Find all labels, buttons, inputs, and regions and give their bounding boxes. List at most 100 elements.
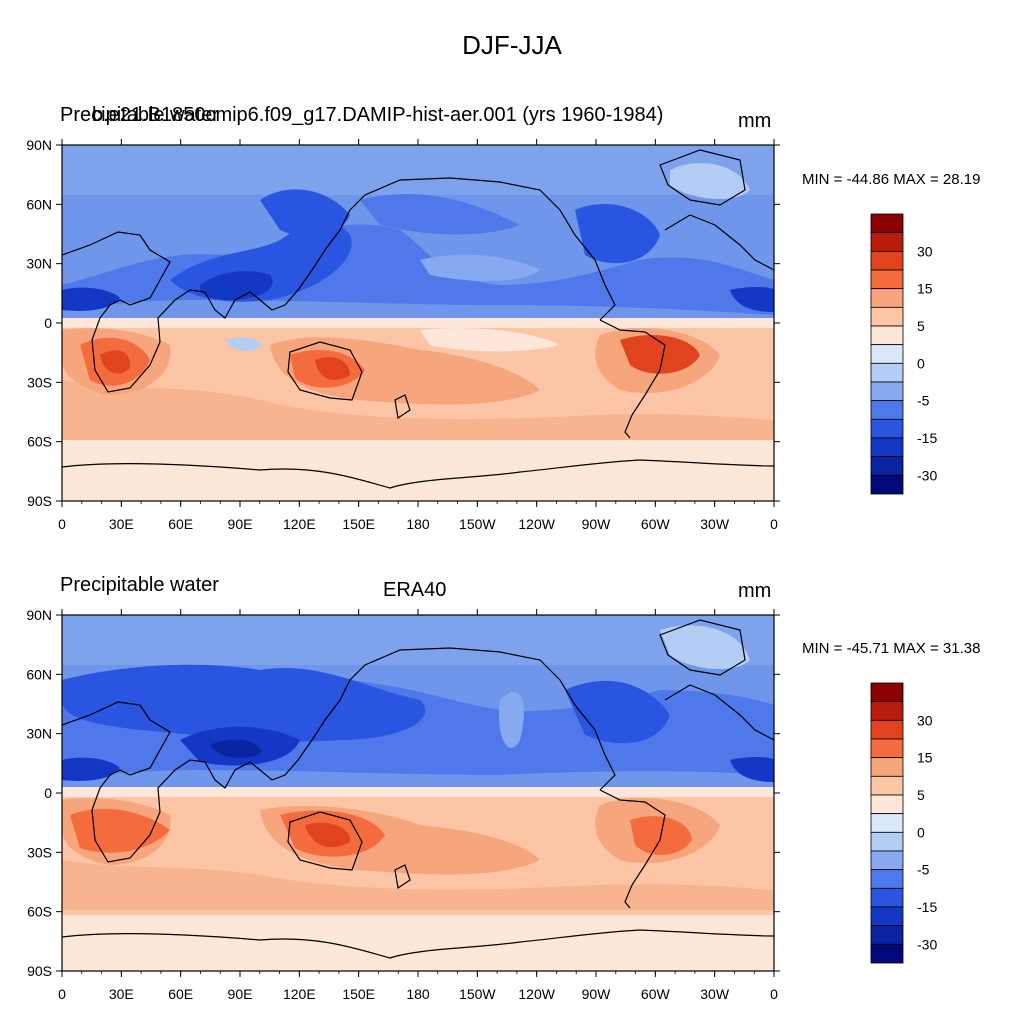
coastlines-panel-1 (62, 149, 774, 489)
colorbar-label: 5 (917, 318, 925, 334)
colorbar-swatch (870, 925, 904, 945)
map-axes-2: 90N 60N 30N 0 30S 60S 90S 0 30E 60E 90E 120E 150E 180… (26, 607, 780, 1002)
colorbar-swatch (870, 269, 904, 290)
panel-1-center-label: b.e21.B1850cmip6.f09_g17.DAMIP-hist-aer.… (92, 104, 664, 126)
colorbar-label: 0 (917, 355, 925, 371)
nh-dark-patch-namerica (575, 204, 660, 264)
colorbar-swatch (870, 850, 904, 871)
map-panel-2: 90N 60N 30N 0 30S 60S 90S 0 30E 60E 90E 120E 150E 180… (26, 607, 780, 1002)
figure-title: DJF-JJA (462, 30, 562, 60)
colorbar-swatch (870, 794, 904, 815)
lon-tick-label: 180 (406, 986, 430, 1002)
lon-tick-label: 0 (770, 986, 778, 1002)
lon-tick-label: 60W (641, 516, 671, 532)
colorbar-swatch (870, 400, 904, 420)
lat-tick-label: 60S (27, 434, 52, 450)
panel-2-min: MIN = -45.71 (802, 640, 890, 657)
lat-tick-label: 90N (26, 137, 52, 153)
colorbar-swatch (870, 738, 904, 759)
colorbar-swatch (870, 813, 904, 833)
lon-tick-label: 150W (459, 986, 496, 1002)
lon-tick-label: 90W (582, 516, 612, 532)
colorbar-label: -15 (917, 430, 937, 446)
lat-tick-label: 60S (27, 904, 52, 920)
colorbar-swatch (870, 288, 904, 308)
lon-tick-label: 0 (58, 516, 66, 532)
lon-tick-label: 30E (109, 986, 134, 1002)
colorbar-swatch (870, 344, 904, 364)
panel-1-stats: MIN = -44.86 MAX = 28.19 (802, 171, 980, 188)
colorbar-swatch (870, 906, 904, 927)
lat-tick-label: 60N (26, 666, 52, 682)
colorbar-1: 30 15 5 0 -5 -15 -30 (870, 213, 937, 495)
lon-tick-label: 120W (518, 516, 555, 532)
lon-tick-label: 0 (770, 516, 778, 532)
lat-tick-label: 90S (27, 963, 52, 979)
lon-tick-label: 90E (228, 516, 253, 532)
colorbar-swatch (870, 887, 904, 908)
panel-2-center-label: ERA40 (383, 579, 447, 601)
lon-tick-label: 30W (700, 516, 730, 532)
coastlines-panel-2 (62, 619, 774, 959)
lat-tick-label: 30S (27, 844, 52, 860)
lon-tick-label: 60E (168, 986, 193, 1002)
colorbar-swatch (870, 437, 904, 458)
lat-tick-label: 60N (26, 196, 52, 212)
panel-2-max: MAX = 31.38 (893, 640, 981, 657)
panel-2-units-label: mm (738, 580, 772, 602)
colorbar-swatch (870, 775, 904, 796)
colorbar-label: -15 (917, 899, 937, 915)
lon-tick-label: 150E (342, 516, 375, 532)
lon-tick-label: 90E (228, 986, 253, 1002)
colorbar-swatch (870, 456, 904, 476)
lon-tick-label: 180 (406, 516, 430, 532)
colorbar-swatch (870, 719, 904, 740)
lon-tick-label: 120E (283, 516, 316, 532)
colorbar-swatch (870, 306, 904, 327)
colorbar-swatch (870, 250, 904, 271)
lat-tick-label: 0 (44, 785, 52, 801)
lon-tick-label: 60E (168, 516, 193, 532)
colorbar-label: 0 (917, 824, 925, 840)
lat-tick-label: 90S (27, 493, 52, 509)
lat-tick-label: 30N (26, 256, 52, 272)
colorbar-swatch (870, 418, 904, 439)
colorbar-swatch (870, 362, 904, 383)
panel-1-max: MAX = 28.19 (893, 171, 981, 188)
colorbar-swatch (870, 474, 904, 495)
colorbar-swatch (870, 325, 904, 346)
colorbar-swatch (870, 381, 904, 402)
nh-dark-patch-namerica-2 (565, 680, 670, 744)
colorbar-swatch (870, 232, 904, 252)
lon-tick-label: 30E (109, 516, 134, 532)
colorbar-swatch (870, 213, 904, 234)
lon-tick-label: 150W (459, 516, 496, 532)
lat-tick-label: 90N (26, 607, 52, 623)
lon-tick-label: 120W (518, 986, 555, 1002)
colorbar-2: 30 15 5 0 -5 -15 -30 (870, 682, 937, 964)
colorbar-swatch (870, 757, 904, 777)
colorbar-label: 5 (917, 787, 925, 803)
colorbar-swatch (870, 943, 904, 964)
panel-2-stats: MIN = -45.71 MAX = 31.38 (802, 640, 980, 657)
colorbar-swatch (870, 682, 904, 703)
colorbar-label: 15 (917, 750, 933, 766)
colorbar-label: 15 (917, 281, 933, 297)
colorbar-label: 30 (917, 712, 933, 728)
lon-tick-label: 30W (700, 986, 730, 1002)
sh-orange-patch-samerica (620, 335, 700, 374)
map-axes-1: 90N 60N 30N 0 30S 60S 90S 0 30E 60E 90E 120E 150E 180… (26, 137, 780, 532)
panel-1-left-label: Precipitable water (60, 104, 219, 126)
colorbar-label: -5 (917, 393, 930, 409)
colorbar-swatch (870, 831, 904, 852)
lat-tick-label: 30S (27, 374, 52, 390)
panel-2-left-label: Precipitable water (60, 574, 219, 596)
panel-1-units-label: mm (738, 110, 772, 132)
colorbar-swatch (870, 701, 904, 721)
lat-tick-label: 30N (26, 726, 52, 742)
lon-tick-label: 90W (582, 986, 612, 1002)
colorbar-label: -30 (917, 936, 937, 952)
lon-tick-label: 60W (641, 986, 671, 1002)
lon-tick-label: 120E (283, 986, 316, 1002)
